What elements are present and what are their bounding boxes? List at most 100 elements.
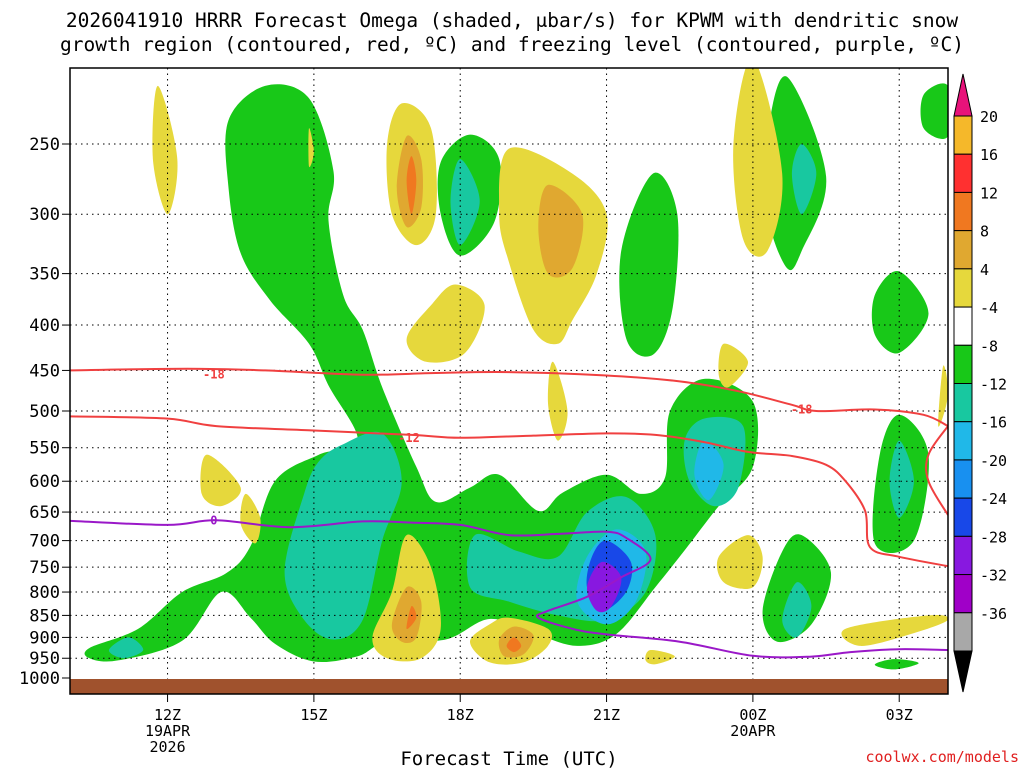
omega-region bbox=[874, 659, 919, 670]
colorbar-label: -4 bbox=[980, 299, 998, 317]
omega-region bbox=[871, 271, 929, 354]
pressure-tick-label: 900 bbox=[29, 628, 60, 648]
omega-region bbox=[645, 649, 675, 665]
pressure-axis: 2503003504004505005506006507007508008509… bbox=[19, 135, 70, 689]
omega-region bbox=[889, 440, 914, 518]
pressure-tick-label: 700 bbox=[29, 532, 60, 552]
pressure-tick-label: 400 bbox=[29, 316, 60, 336]
plot-frame bbox=[69, 67, 949, 695]
pressure-tick-label: 950 bbox=[29, 649, 60, 669]
colorbar-label: -28 bbox=[980, 528, 1007, 546]
time-tick-label: 12Z bbox=[154, 706, 181, 724]
pressure-tick-label: 1000 bbox=[19, 669, 60, 689]
contour-line bbox=[70, 519, 948, 659]
colorbar-segment bbox=[953, 383, 973, 423]
colorbar-segment bbox=[953, 421, 973, 461]
pressure-tick-label: 450 bbox=[29, 361, 60, 381]
colorbar-segment bbox=[953, 535, 973, 576]
colorbar-segment bbox=[953, 612, 973, 652]
x-axis-label: Forecast Time (UTC) bbox=[400, 748, 617, 768]
colorbar-label: -20 bbox=[980, 452, 1007, 470]
omega-region bbox=[308, 128, 314, 168]
colorbar-label: 4 bbox=[980, 261, 989, 279]
time-tick-label: 03Z bbox=[886, 706, 913, 724]
omega-region bbox=[406, 156, 417, 215]
date-label: 20APR bbox=[730, 722, 776, 740]
colorbar-segment bbox=[953, 306, 973, 346]
colorbar-segment bbox=[953, 497, 973, 537]
year-label: 2026 bbox=[149, 738, 185, 756]
colorbar-label: -36 bbox=[980, 605, 1007, 623]
omega-region bbox=[240, 493, 261, 544]
omega-region bbox=[716, 535, 763, 590]
omega-region bbox=[506, 637, 522, 653]
pressure-tick-label: 850 bbox=[29, 606, 60, 626]
colorbar-label: -16 bbox=[980, 414, 1007, 432]
pressure-tick-label: 600 bbox=[29, 472, 60, 492]
pressure-tick-label: 250 bbox=[29, 135, 60, 155]
colorbar-segment bbox=[953, 191, 973, 232]
gridlines bbox=[70, 68, 948, 679]
omega-region bbox=[450, 159, 480, 246]
omega-region bbox=[791, 144, 817, 215]
omega-region bbox=[938, 365, 948, 427]
omega-region bbox=[284, 431, 402, 640]
colorbar-segment bbox=[953, 344, 973, 384]
omega-region bbox=[718, 343, 749, 388]
colorbar-top-arrow bbox=[953, 73, 973, 117]
colorbar-label: -8 bbox=[980, 337, 998, 355]
temperature-contours: -18 -18 -12 0 bbox=[70, 367, 948, 659]
pressure-tick-label: 350 bbox=[29, 265, 60, 285]
credit-text: coolwx.com/models bbox=[865, 748, 1019, 766]
colorbar-segment bbox=[953, 115, 973, 155]
colorbar-bottom-arrow bbox=[953, 650, 973, 693]
contour-label: -12 bbox=[398, 431, 420, 445]
chart-title-line2: growth region (contoured, red, ºC) and f… bbox=[60, 33, 964, 56]
omega-region bbox=[547, 361, 568, 441]
colorbar-label: -12 bbox=[980, 376, 1007, 394]
pressure-tick-label: 750 bbox=[29, 558, 60, 578]
colorbar-label: 16 bbox=[980, 146, 998, 164]
pressure-tick-label: 550 bbox=[29, 439, 60, 459]
time-tick-label: 21Z bbox=[593, 706, 620, 724]
colorbar: 20 16 12 8 4 -4 -8 -12 -16 -20 -24 -28 -32 -36 bbox=[953, 73, 1007, 693]
omega-region bbox=[200, 454, 241, 507]
pressure-tick-label: 300 bbox=[29, 205, 60, 225]
date-label: 19APR bbox=[145, 722, 191, 740]
omega-region bbox=[733, 68, 783, 257]
omega-region bbox=[152, 85, 178, 215]
omega-region bbox=[694, 440, 724, 501]
pressure-tick-label: 650 bbox=[29, 503, 60, 523]
chart-title-line1: 2026041910 HRRR Forecast Omega (shaded, … bbox=[66, 9, 958, 32]
colorbar-segment bbox=[953, 574, 973, 614]
contour-line bbox=[70, 367, 948, 428]
contour-line bbox=[925, 425, 948, 516]
omega-region bbox=[406, 605, 417, 630]
ground-surface bbox=[70, 679, 948, 694]
pressure-tick-label: 500 bbox=[29, 402, 60, 422]
colorbar-segment bbox=[953, 153, 973, 193]
colorbar-segment bbox=[953, 268, 973, 308]
contour-label: -18 bbox=[203, 368, 225, 382]
colorbar-label: -32 bbox=[980, 567, 1007, 585]
omega-region bbox=[406, 284, 485, 363]
omega-region bbox=[841, 615, 948, 646]
omega-region bbox=[108, 637, 144, 659]
contour-label: 0 bbox=[210, 513, 217, 527]
colorbar-label: 8 bbox=[980, 223, 989, 241]
time-tick-label: 18Z bbox=[447, 706, 474, 724]
omega-region bbox=[619, 172, 679, 357]
contour-label: -18 bbox=[791, 402, 813, 416]
omega-region bbox=[920, 83, 948, 139]
omega-region bbox=[391, 586, 422, 644]
colorbar-segment bbox=[953, 459, 973, 499]
omega-shading bbox=[84, 68, 948, 670]
pressure-tick-label: 800 bbox=[29, 583, 60, 603]
omega-region bbox=[782, 582, 812, 638]
colorbar-label: -24 bbox=[980, 490, 1007, 508]
colorbar-label: 12 bbox=[980, 184, 998, 202]
time-tick-label: 15Z bbox=[300, 706, 327, 724]
colorbar-label: 20 bbox=[980, 108, 998, 126]
